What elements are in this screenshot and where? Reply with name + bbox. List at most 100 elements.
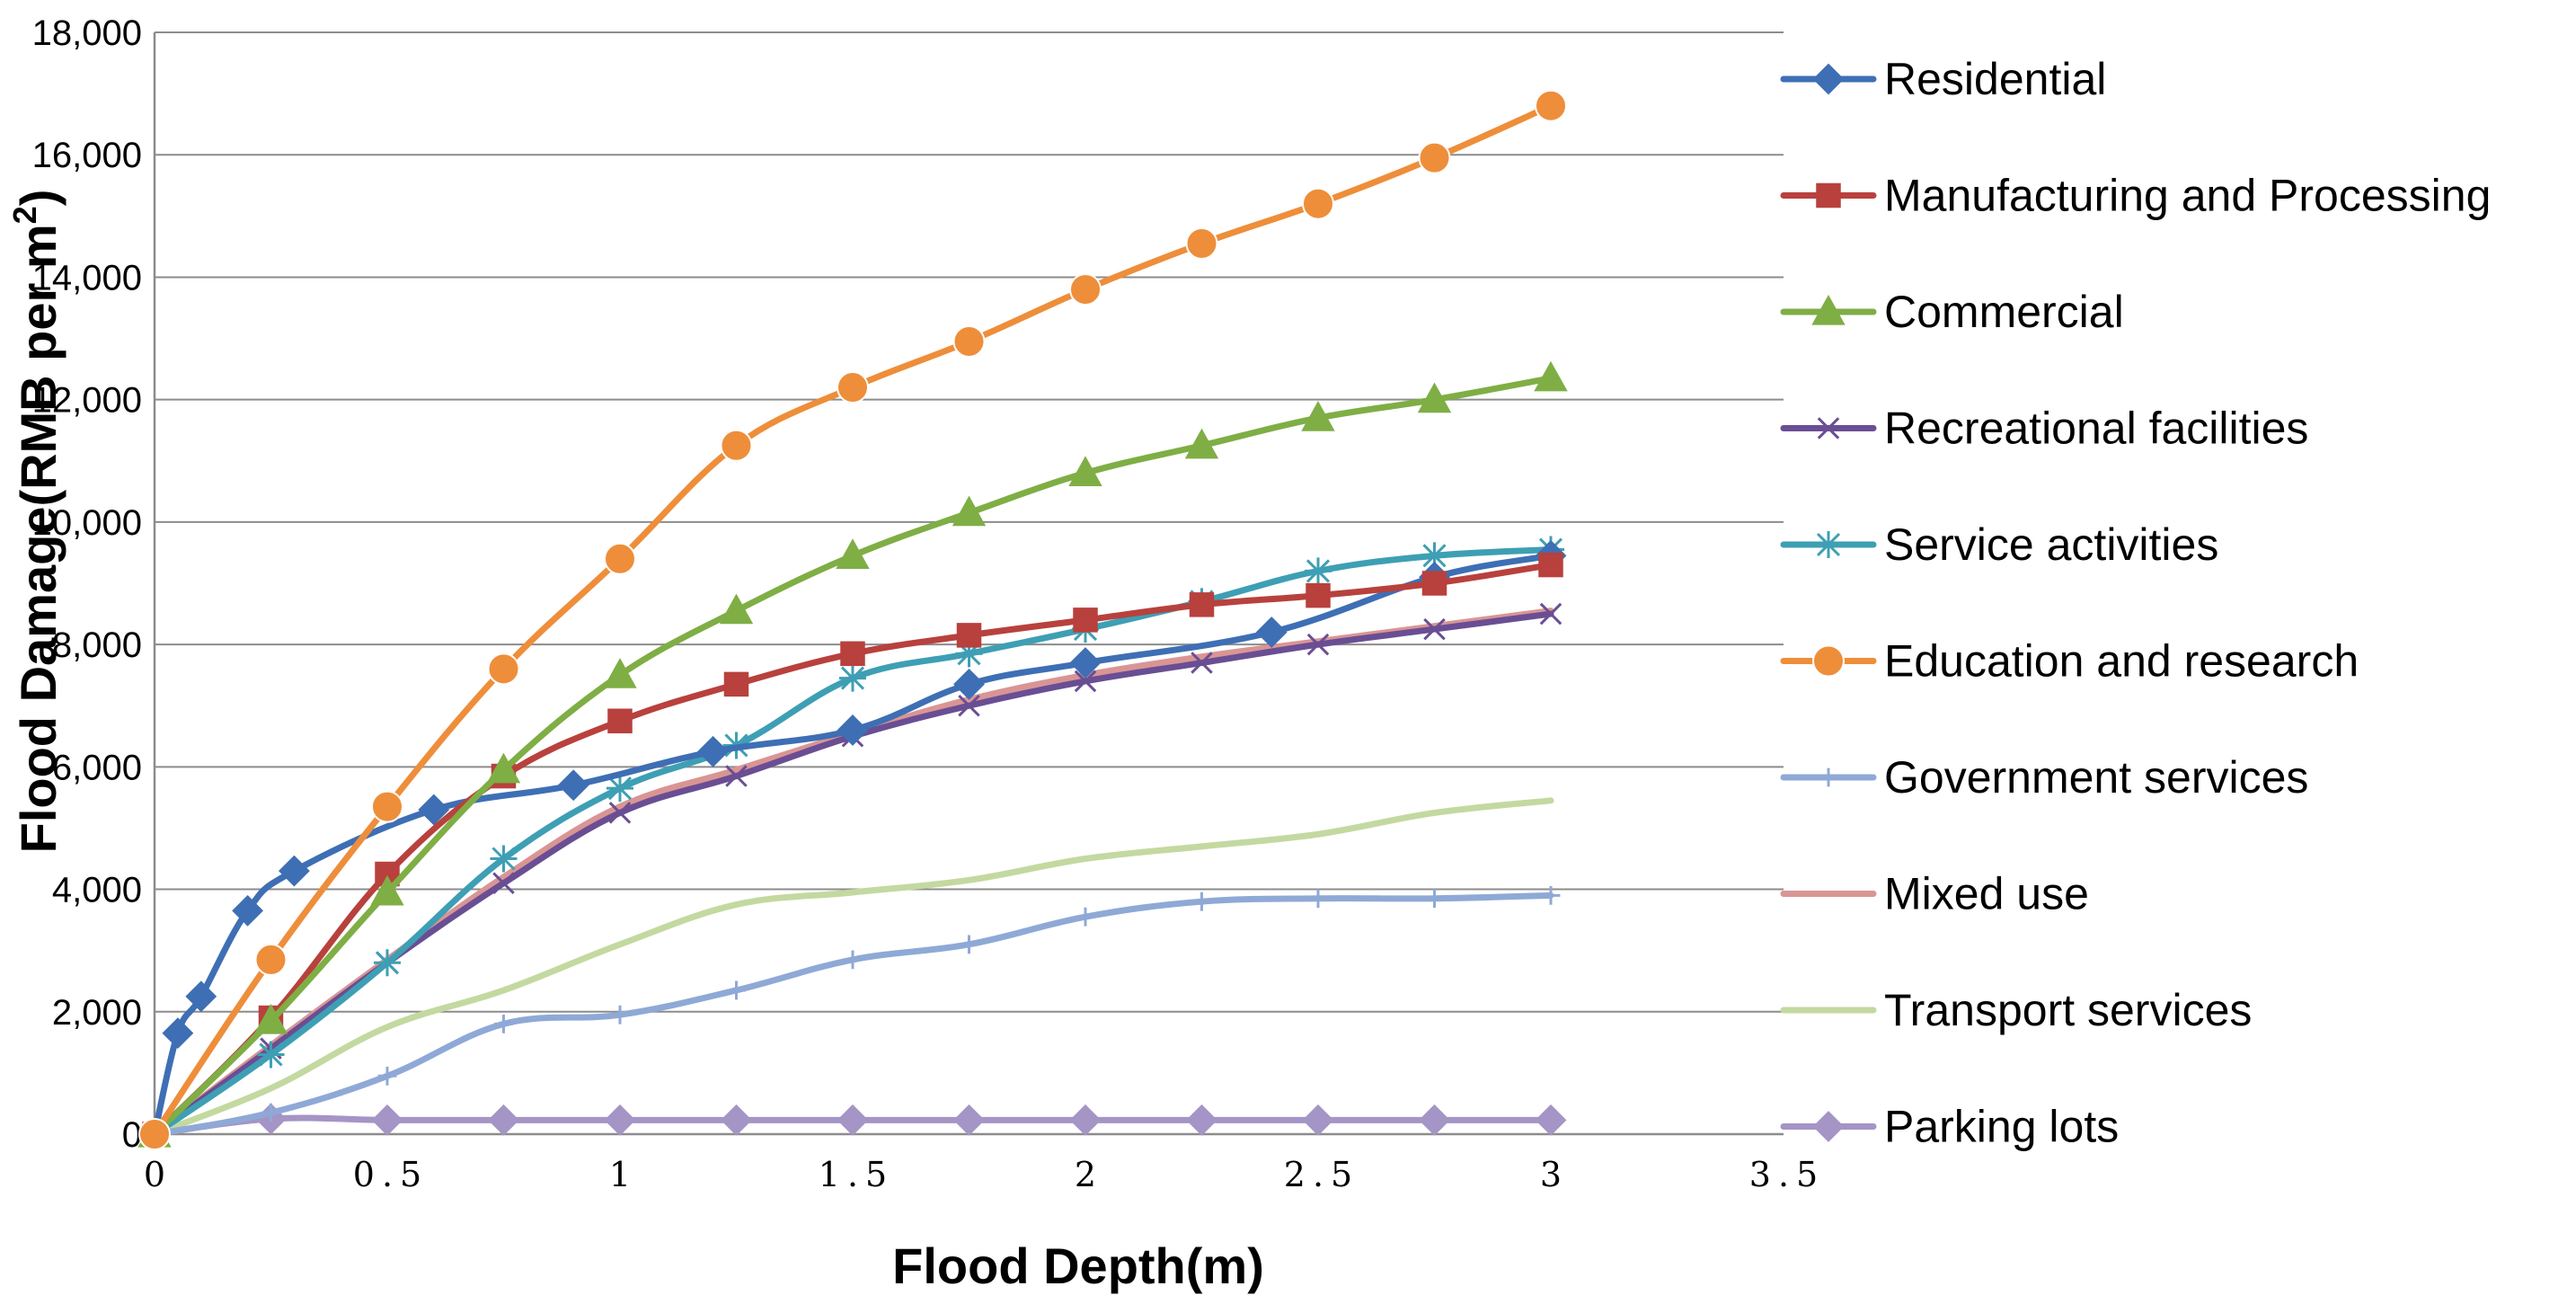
legend-item: Government services <box>1780 752 2308 803</box>
data-point <box>257 1041 285 1069</box>
data-point <box>1074 670 1097 693</box>
x-tick-label: 3.5 <box>1749 1155 1825 1194</box>
series-education-and-research <box>138 89 1567 1150</box>
data-point <box>607 708 633 733</box>
x-tick-label: 3 <box>1540 1155 1569 1194</box>
legend-item: Service activities <box>1780 519 2218 570</box>
data-point <box>1423 617 1446 641</box>
x-tick-label: 0.5 <box>353 1155 429 1194</box>
x-tick-label: 2.5 <box>1284 1155 1359 1194</box>
data-point <box>1817 417 1840 439</box>
data-point <box>836 538 870 569</box>
data-point <box>1255 617 1288 648</box>
data-point <box>953 1104 985 1136</box>
data-point <box>952 324 986 358</box>
data-point <box>1301 401 1335 431</box>
legend-label: Service activities <box>1884 519 2218 570</box>
data-point <box>1189 592 1215 617</box>
data-point <box>492 872 515 895</box>
legend-label: Residential <box>1884 54 2106 104</box>
series-line <box>151 610 1554 1138</box>
data-point <box>377 1066 397 1086</box>
legend-item: Commercial <box>1780 287 2124 337</box>
x-tick-labels: 0 0.5 1 1.5 2 2.5 3 3.5 <box>144 1155 1825 1194</box>
series-line <box>151 102 1554 1138</box>
data-point <box>278 855 310 887</box>
data-point <box>1418 141 1451 174</box>
data-point <box>1192 892 1211 911</box>
series-parking-lots <box>138 1103 1567 1150</box>
data-point <box>956 623 982 648</box>
y-tick-label: 12,000 <box>32 381 142 421</box>
legend-item: Transport services <box>1780 985 2252 1035</box>
y-axis-title-sup: 2 <box>6 206 43 224</box>
y-tick-label: 14,000 <box>32 258 142 297</box>
y-tick-label: 2,000 <box>52 993 142 1033</box>
data-point <box>418 794 450 826</box>
series-line <box>151 797 1554 1138</box>
data-point <box>261 1103 280 1122</box>
data-point <box>1419 1104 1450 1136</box>
data-point <box>725 765 748 787</box>
y-tick-label: 0 <box>122 1115 142 1155</box>
data-point <box>1812 63 1845 95</box>
data-point <box>488 1104 519 1136</box>
data-point <box>1417 382 1452 413</box>
y-tick-label: 8,000 <box>52 625 142 665</box>
series-line <box>151 375 1554 1138</box>
data-point <box>720 429 753 462</box>
series-group <box>137 89 1568 1150</box>
legend-item: Education and research <box>1780 636 2359 687</box>
data-point <box>953 668 985 700</box>
data-point <box>1185 226 1218 260</box>
y-tick-label: 4,000 <box>52 871 142 910</box>
data-point <box>840 641 865 667</box>
x-tick-label: 1 <box>609 1155 638 1194</box>
data-point <box>1811 294 1846 325</box>
data-point <box>253 1003 288 1034</box>
data-point <box>1815 531 1842 558</box>
data-point <box>557 769 589 802</box>
y-tick-labels: 0 2,000 4,000 6,000 8,000 10,000 12,000 14,000 1… <box>32 13 142 1155</box>
data-point <box>1534 360 1568 392</box>
legend-item: Parking lots <box>1780 1102 2119 1152</box>
series-line <box>151 892 1554 1138</box>
data-point <box>1068 456 1102 486</box>
data-point <box>837 1104 869 1136</box>
data-point <box>487 652 520 686</box>
data-point <box>1076 907 1095 927</box>
data-point <box>1421 542 1448 570</box>
data-point <box>1069 647 1102 679</box>
data-point <box>604 1104 636 1136</box>
data-point <box>185 980 217 1013</box>
y-axis-title-main: Flood Damage(RMB per m <box>10 224 66 853</box>
legend-label: Mixed use <box>1884 869 2089 919</box>
data-point <box>1535 89 1567 122</box>
data-point <box>955 640 983 668</box>
data-point <box>232 894 264 927</box>
legend-label: Parking lots <box>1884 1102 2119 1152</box>
legend-item: Manufacturing and Processing <box>1780 171 2491 221</box>
data-point <box>843 950 863 970</box>
data-point <box>1073 608 1098 633</box>
data-point <box>1421 571 1447 596</box>
data-point <box>837 371 869 404</box>
x-tick-label: 0 <box>144 1155 173 1194</box>
data-point <box>371 1104 403 1136</box>
data-point <box>610 1005 630 1025</box>
data-point <box>370 874 404 906</box>
y-tick-label: 16,000 <box>32 136 142 175</box>
data-point <box>604 542 636 575</box>
data-point <box>839 664 866 692</box>
legend-item: Recreational facilities <box>1780 404 2308 454</box>
x-axis-title: Flood Depth(m) <box>892 1237 1264 1294</box>
legend-label: Education and research <box>1884 636 2359 687</box>
y-tick-label: 18,000 <box>32 13 142 53</box>
legend-label: Commercial <box>1884 287 2124 337</box>
data-point <box>1819 767 1838 787</box>
legend-item: Mixed use <box>1780 869 2089 919</box>
data-point <box>727 980 746 1000</box>
data-point <box>1306 633 1330 656</box>
data-point <box>494 1015 513 1033</box>
data-point <box>1538 552 1563 578</box>
